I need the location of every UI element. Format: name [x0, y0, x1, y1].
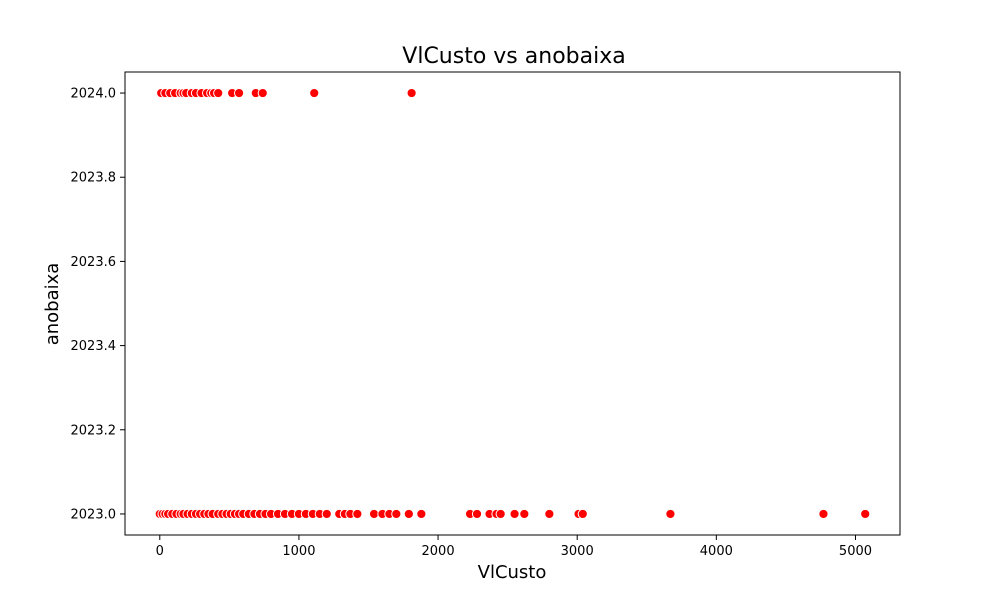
chart-title: VlCusto vs anobaixa — [402, 44, 625, 69]
x-tick-label: 4000 — [700, 544, 733, 559]
scatter-point — [391, 508, 402, 520]
scatter-point — [321, 508, 332, 520]
scatter-point — [213, 87, 224, 99]
scatter-point — [818, 508, 829, 520]
y-tick-label: 2024.0 — [71, 87, 117, 102]
plot-frame — [124, 71, 901, 536]
x-tick-label: 5000 — [839, 544, 872, 559]
scatter-point — [471, 508, 483, 520]
scatter-point — [403, 508, 414, 520]
x-axis-ticks: 0 1000 2000 3000 4000 5000 — [156, 535, 872, 559]
y-tick-label: 2023.8 — [71, 171, 117, 186]
scatter-point — [544, 508, 555, 520]
scatter-point — [233, 87, 245, 99]
x-tick-label: 3000 — [561, 544, 594, 559]
scatter-point — [860, 508, 871, 520]
y-tick-label: 2023.0 — [71, 507, 117, 522]
scatter-point — [368, 508, 380, 520]
scatter-point — [309, 87, 320, 99]
scatter-point — [519, 508, 530, 520]
scatter-point — [352, 508, 363, 520]
scatter-point — [665, 508, 676, 520]
x-tick-label: 0 — [156, 544, 164, 559]
scatter-point — [416, 508, 427, 520]
scatter-point — [577, 508, 588, 520]
y-tick-label: 2023.6 — [71, 255, 117, 270]
scatter-point — [406, 87, 417, 99]
y-axis-label: anobaixa — [42, 263, 63, 346]
y-axis-ticks: 2023.0 2023.2 2023.4 2023.6 2023.8 2024.0 — [71, 87, 125, 522]
scatter-point — [509, 508, 520, 520]
y-tick-label: 2023.2 — [71, 423, 117, 438]
scatter-point — [257, 87, 268, 99]
x-axis-label: VlCusto — [478, 562, 547, 583]
x-tick-label: 2000 — [422, 544, 455, 559]
scatter-point — [495, 508, 506, 520]
x-tick-label: 1000 — [282, 544, 315, 559]
y-tick-label: 2023.4 — [71, 339, 117, 354]
data-points — [154, 87, 871, 520]
